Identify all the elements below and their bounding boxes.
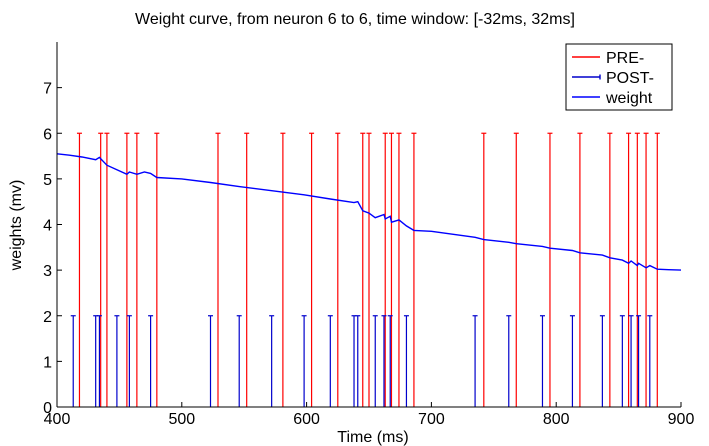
legend-label-post: POST- — [606, 70, 654, 87]
y-axis-label: weights (mv) — [8, 180, 25, 272]
x-tick-label-600: 600 — [293, 411, 320, 428]
x-tick-label-500: 500 — [168, 411, 195, 428]
y-tick-label-6: 6 — [43, 126, 52, 143]
y-tick-label-3: 3 — [43, 263, 52, 280]
x-tick-label-900: 900 — [668, 411, 695, 428]
y-tick-label-7: 7 — [43, 81, 52, 98]
plot-area — [56, 132, 682, 407]
chart-title: Weight curve, from neuron 6 to 6, time w… — [135, 11, 575, 28]
y-tick-label-4: 4 — [43, 218, 52, 235]
x-tick-label-400: 400 — [44, 411, 71, 428]
y-tick-label-5: 5 — [43, 172, 52, 189]
x-tick-label-800: 800 — [543, 411, 570, 428]
y-tick-label-2: 2 — [43, 309, 52, 326]
legend-label-pre: PRE- — [606, 50, 644, 67]
legend: PRE- POST-weight — [565, 43, 673, 111]
x-axis-label: Time (ms) — [337, 429, 408, 446]
axes: 400 500 600 700 800 900 0 1 2 3 4 5 6 7 — [43, 42, 694, 428]
x-tick-label-700: 700 — [418, 411, 445, 428]
y-tick-label-0: 0 — [43, 400, 52, 417]
legend-label-weight: weight — [605, 90, 653, 107]
y-tick-label-1: 1 — [43, 354, 52, 371]
weight-line — [56, 153, 682, 271]
